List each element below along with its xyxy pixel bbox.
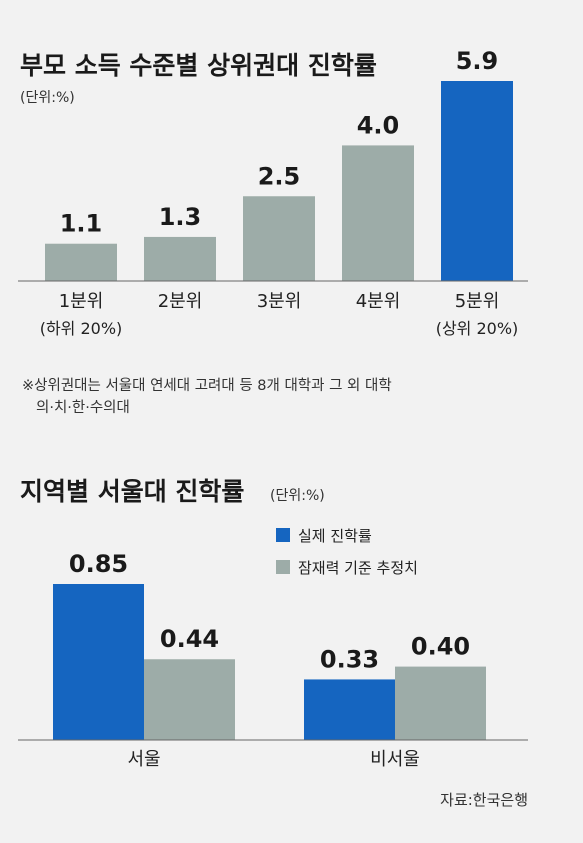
bar-value-label: 2.5 [258,162,301,190]
chart1-title: 부모 소득 수준별 상위권대 진학률 [20,51,377,80]
legend-label-actual: 실제 진학률 [298,527,372,545]
bar-value-label: 4.0 [357,111,400,139]
legend-swatch-estimate [276,560,290,574]
bar-value-label: 0.44 [160,625,219,653]
bar-서울-actual [53,584,144,740]
category-label: 5분위 [455,291,500,312]
bar-value-label: 0.85 [69,550,128,578]
category-label: 2분위 [158,291,203,312]
bar-value-label: 0.33 [320,645,379,673]
bar-value-label: 5.9 [456,47,499,75]
category-sublabel: (하위 20%) [40,319,123,338]
chart1-unit: (단위:%) [20,90,75,106]
category-label: 4분위 [356,291,401,312]
category-label: 3분위 [257,291,302,312]
chart1-plot: 1.1 1분위 (하위 20%) 1.3 2분위 2.5 3분위 4.0 4분위 5.9 5분위 (상… [18,47,528,338]
category-label: 서울 [127,749,160,770]
chart1-note-line2: 의·치·한·수의대 [36,399,130,416]
chart1-note-line1: ※상위권대는 서울대 연세대 고려대 등 8개 대학과 그 외 대학 [22,377,392,394]
bar-5분위 [441,81,513,281]
chart2-title: 지역별 서울대 진학률 [20,477,244,506]
legend-swatch-actual [276,528,290,542]
category-sublabel: (상위 20%) [436,319,519,338]
bar-서울-estimate [144,659,235,740]
chart2-legend: 실제 진학률 잠재력 기준 추정치 [276,527,418,577]
chart2-plot: 0.85 0.44 서울 0.33 0.40 비서울 [18,550,528,770]
bar-value-label: 1.1 [60,210,103,238]
category-label: 1분위 [59,291,104,312]
bar-3분위 [243,196,315,281]
bar-1분위 [45,243,117,281]
bar-value-label: 0.40 [411,633,470,661]
category-label: 비서울 [370,749,420,770]
bar-value-label: 1.3 [159,203,202,231]
bar-비서울-actual [304,679,395,740]
bar-비서울-estimate [395,666,486,740]
legend-label-estimate: 잠재력 기준 추정치 [298,559,418,577]
source-note: 자료:한국은행 [440,791,528,809]
bar-2분위 [144,236,216,281]
chart2-unit: (단위:%) [270,488,325,504]
bar-4분위 [342,145,414,281]
